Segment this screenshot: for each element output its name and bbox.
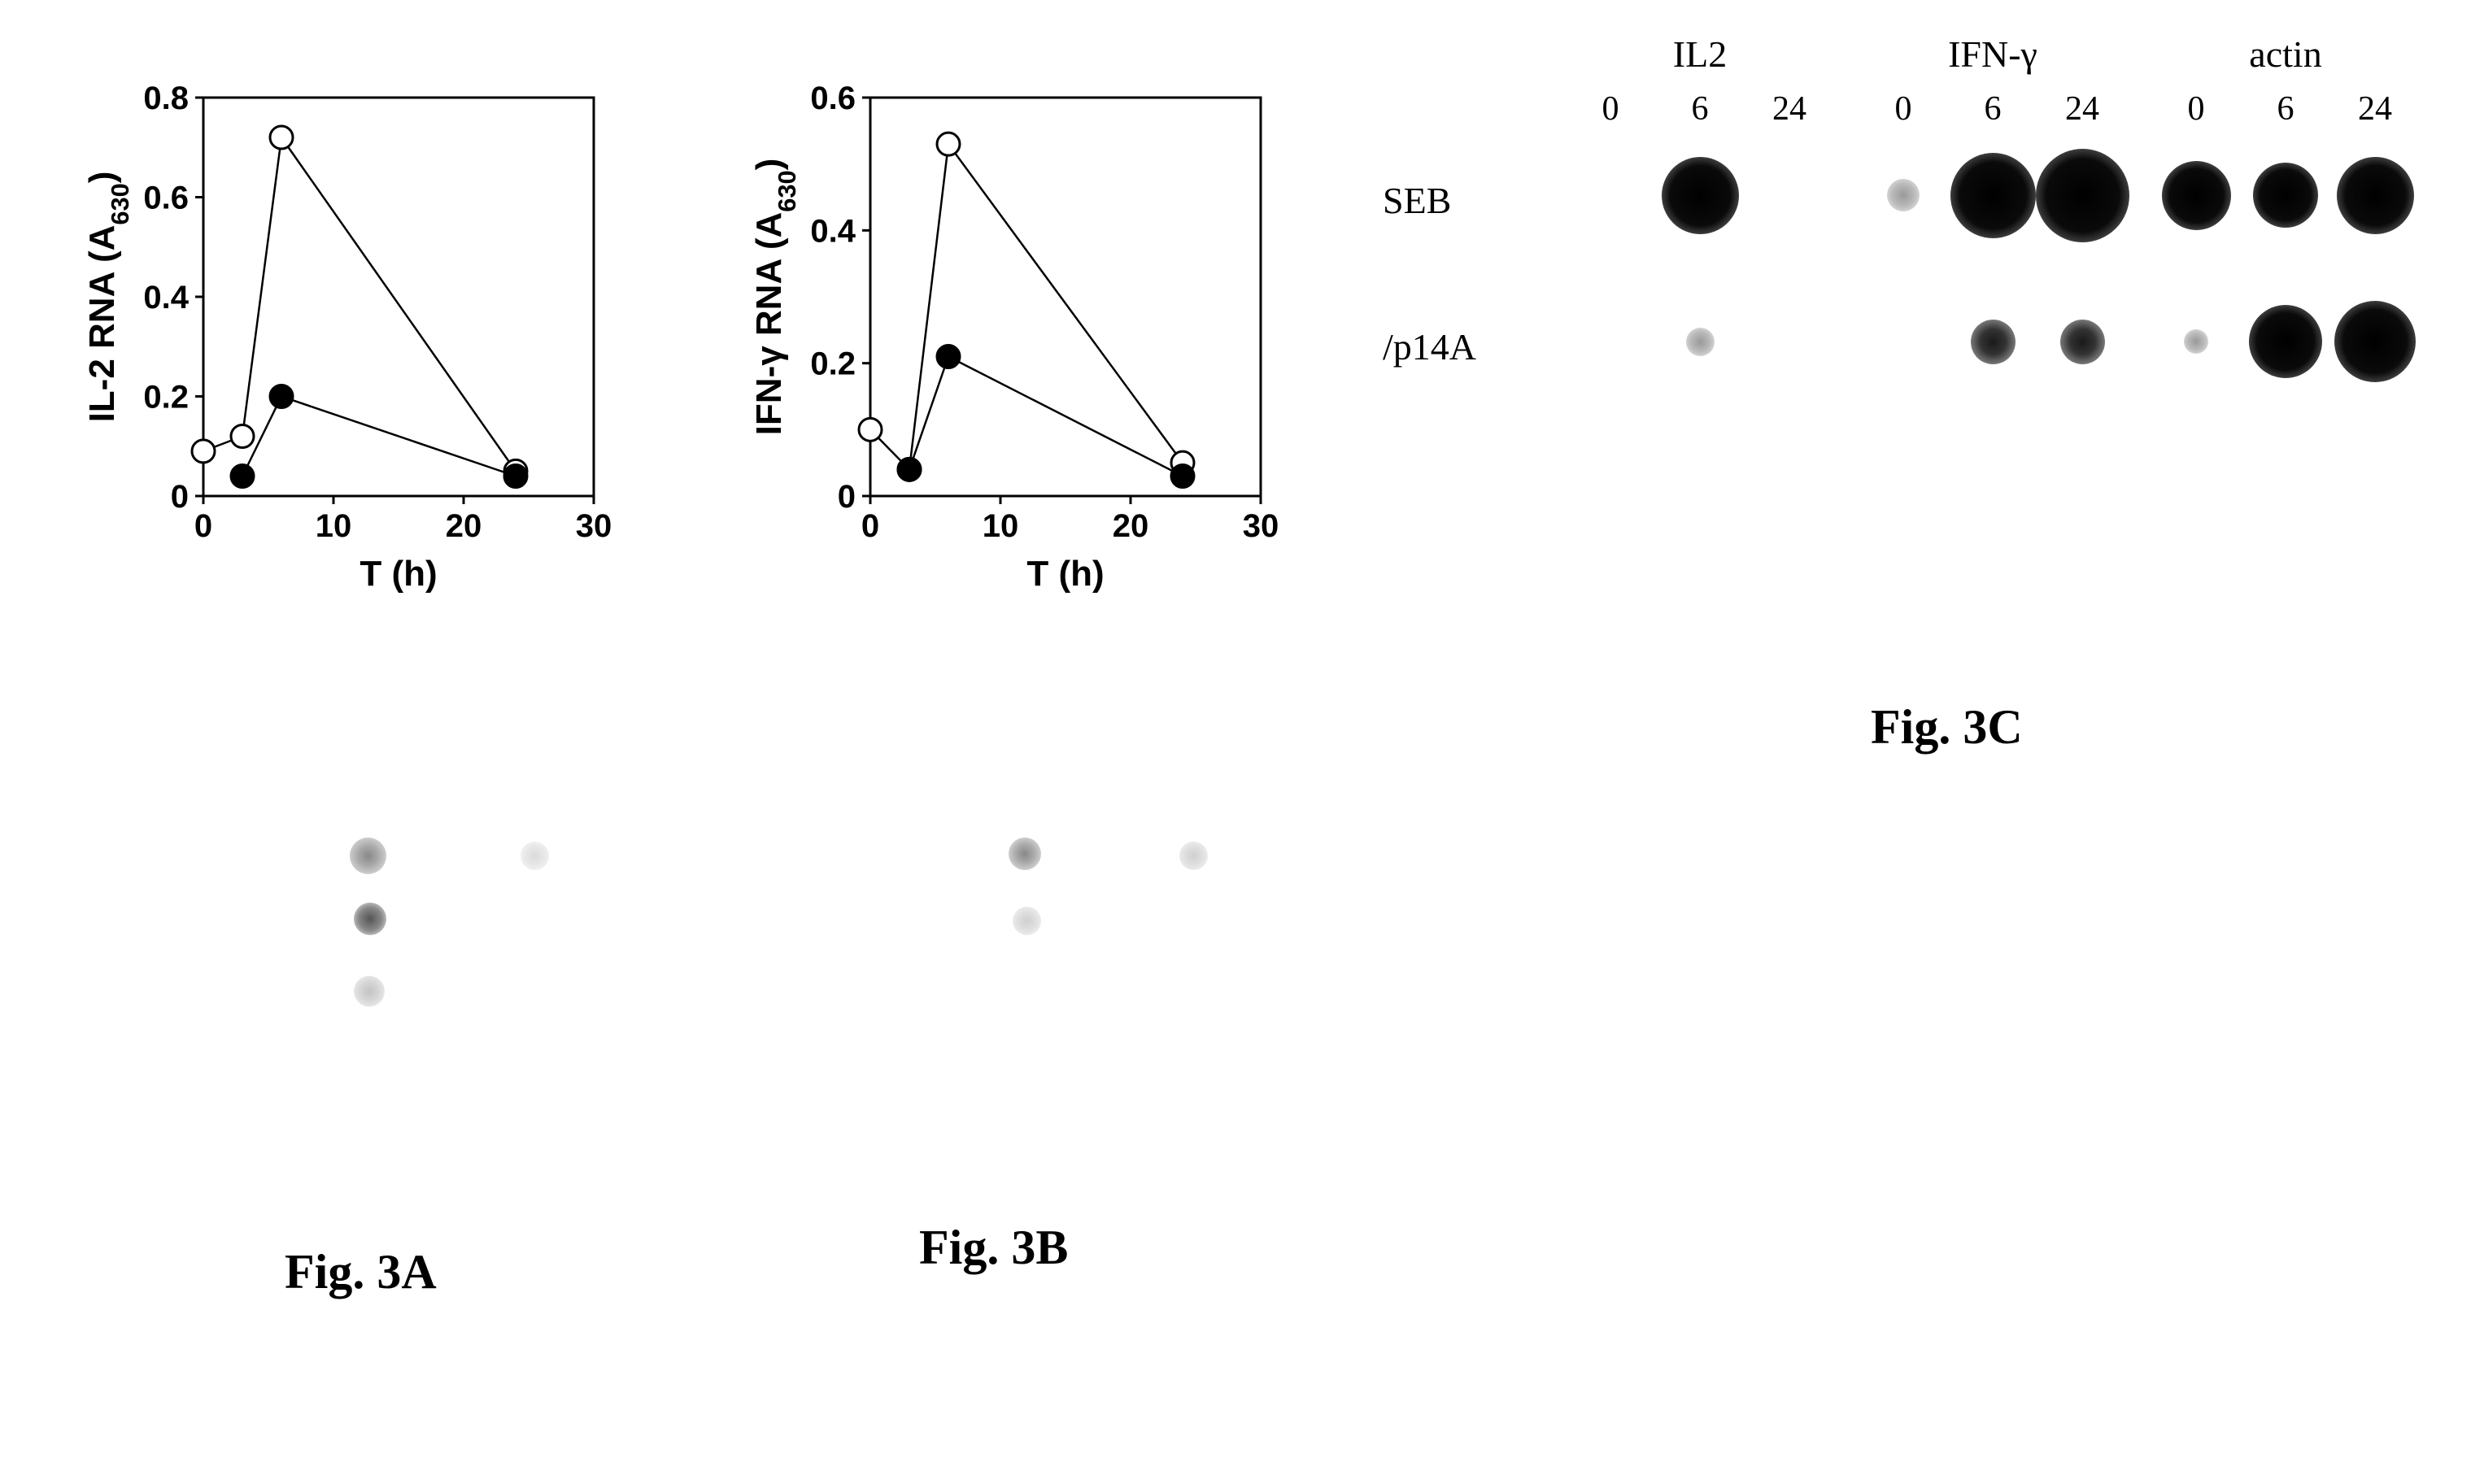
svg-text:0.8: 0.8 [143,81,189,116]
svg-text:0.6: 0.6 [810,81,856,116]
blot-row-label: /p14A [1383,325,1476,368]
chart-panel-3b: 0 10 20 30 0 0.2 0.4 0.6 T (h) IFN-γ RNA (A630) [748,81,1285,606]
blot-col-label: 0 [2188,89,2205,128]
blot-spot [2060,320,2105,364]
blot-spot [1950,153,2036,238]
blot-spot [2184,329,2208,354]
chart-panel-3a: 0 10 20 30 0 0.2 0.4 0.6 0.8 T (h) IL-2 RNA (A630) [81,81,618,606]
blot-col-label: 24 [2065,89,2099,128]
blot-col-label: 24 [1772,89,1806,128]
svg-text:IFN-γ RNA (A630): IFN-γ RNA (A630) [749,159,801,436]
blot-col-label: 0 [1895,89,1912,128]
blot-col-label: 24 [2358,89,2392,128]
blot-col-label: 6 [1985,89,2002,128]
chart-svg-3a: 0 10 20 30 0 0.2 0.4 0.6 0.8 T (h) IL-2 RNA (A630) [81,81,618,602]
svg-text:0.2: 0.2 [143,380,189,416]
svg-text:30: 30 [1243,508,1279,544]
artifact-spot [354,903,386,935]
blot-row-label: SEB [1383,179,1451,222]
svg-text:20: 20 [1113,508,1149,544]
caption-3c: Fig. 3C [1871,699,2023,755]
blot-spot [1662,157,1739,234]
blot-col-label: 6 [1692,89,1709,128]
blot-group-label: IL2 [1673,33,1727,76]
artifact-spot [1009,838,1041,870]
svg-text:10: 10 [316,508,352,544]
svg-text:IL-2 RNA (A630): IL-2 RNA (A630) [82,172,134,423]
svg-text:10: 10 [983,508,1019,544]
blot-col-label: 0 [1602,89,1619,128]
svg-text:0: 0 [838,479,856,515]
blot-spot [2253,163,2318,228]
artifact-spot [1013,907,1041,935]
svg-text:20: 20 [446,508,482,544]
caption-3b: Fig. 3B [919,1220,1068,1276]
svg-text:0: 0 [861,508,879,544]
blot-col-label: 6 [2277,89,2294,128]
artifact-spot [354,976,385,1007]
blot-spot [2162,161,2231,230]
chart-svg-3b: 0 10 20 30 0 0.2 0.4 0.6 T (h) IFN-γ RNA (A630) [748,81,1285,602]
caption-3a: Fig. 3A [285,1244,437,1300]
svg-text:0.6: 0.6 [143,181,189,216]
svg-text:0: 0 [171,479,189,515]
blot-spot [2036,149,2129,242]
blot-spot [1686,328,1715,356]
svg-text:30: 30 [576,508,612,544]
svg-text:0.4: 0.4 [810,213,856,249]
blot-spot [2334,301,2416,382]
svg-text:T (h): T (h) [1026,554,1104,594]
blot-spot [1971,320,2016,364]
blot-grid: IL2 IFN-γ actin 0 6 24 0 6 24 0 6 24 SEB/p14A [1383,33,2440,602]
svg-text:T (h): T (h) [360,554,437,594]
figure-3c: IL2 IFN-γ actin 0 6 24 0 6 24 0 6 24 SEB/p14A [1383,33,2440,602]
blot-spot [1887,179,1920,211]
svg-text:0.4: 0.4 [143,280,189,316]
svg-text:0: 0 [194,508,212,544]
figure-3b: 0 10 20 30 0 0.2 0.4 0.6 T (h) IFN-γ RNA (A630) [748,81,1285,606]
artifact-spot [521,842,549,870]
svg-text:0.2: 0.2 [810,346,856,382]
artifact-spot [1179,842,1208,870]
blot-group-label: IFN-γ [1948,33,2037,76]
blot-group-label: actin [2249,33,2321,76]
blot-spot [2337,157,2414,234]
figure-3a: 0 10 20 30 0 0.2 0.4 0.6 0.8 T (h) IL-2 RNA (A630) [81,81,618,606]
blot-spot [2249,305,2322,378]
artifact-spot [350,838,386,874]
